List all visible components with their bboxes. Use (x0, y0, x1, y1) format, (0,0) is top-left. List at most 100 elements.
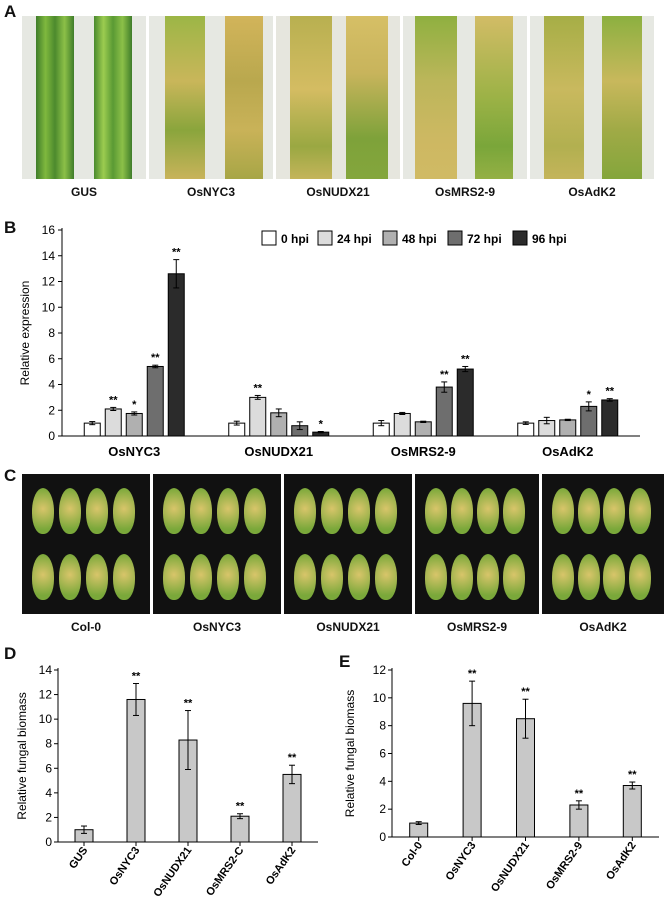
e-ytick-label: 8 (379, 719, 386, 733)
d-ytick-label: 4 (45, 786, 52, 800)
photo-col-0 (22, 474, 150, 614)
panel-e-letter: E (339, 652, 351, 671)
leaf (451, 554, 473, 600)
panel-a-photo-row (22, 16, 654, 179)
d-ytick-label: 2 (45, 810, 52, 824)
d-ytick-label: 6 (45, 761, 52, 775)
d-y-axis-label: Relative fungal biomass (15, 692, 29, 819)
panel-c-label-osmrs2-9: OsMRS2-9 (446, 620, 508, 634)
d-bar (282, 773, 302, 843)
b-category-label: OsMRS2-9 (391, 444, 456, 458)
leaf (451, 488, 473, 534)
b-legend-swatch (447, 230, 463, 246)
e-bar (569, 804, 589, 838)
b-ytick-label: 16 (42, 223, 56, 237)
e-bar (409, 822, 429, 838)
d-ytick-label: 10 (39, 712, 53, 726)
leaf (348, 554, 370, 600)
leaf (375, 554, 397, 600)
leaf (113, 554, 135, 600)
b-bar (104, 408, 122, 437)
leaf (477, 554, 499, 600)
b-legend-label: 48 hpi (402, 232, 437, 246)
b-ytick-label: 12 (42, 275, 56, 289)
d-significance: ** (288, 752, 297, 764)
b-ytick-label: 8 (48, 326, 55, 340)
e-category-label: OsNUDX21 (489, 840, 532, 894)
b-legend-swatch (317, 230, 333, 246)
leaf (86, 488, 108, 534)
e-ytick-label: 4 (379, 774, 386, 788)
panel-d-letter: D (4, 644, 17, 663)
d-ytick-label: 12 (39, 688, 53, 702)
leaf (577, 488, 600, 534)
panel-c-label-osnyc3: OsNYC3 (192, 620, 242, 634)
b-bar (456, 368, 474, 437)
leaf (552, 554, 574, 600)
b-legend-label: 24 hpi (337, 232, 372, 246)
e-ytick-label: 10 (373, 691, 387, 705)
b-significance: ** (605, 386, 614, 398)
e-category-label: OsAdK2 (604, 840, 639, 882)
leaf (577, 554, 600, 600)
b-bar (517, 422, 535, 437)
photo-osadk2 (530, 16, 654, 179)
e-significance: ** (521, 686, 530, 698)
leaf (217, 554, 239, 600)
leaf (59, 488, 81, 534)
leaf (375, 488, 397, 534)
b-category-label: OsNYC3 (108, 444, 160, 458)
b-bar (414, 421, 432, 437)
leaf (321, 488, 343, 534)
b-ytick-label: 4 (48, 378, 55, 392)
b-ytick-label: 0 (48, 429, 55, 443)
leaf (113, 488, 135, 534)
b-bar (167, 273, 185, 437)
e-ytick-label: 6 (379, 747, 386, 761)
e-category-label: OsMRS2-9 (544, 840, 585, 892)
panel-c-label-osnudx21: OsNUDX21 (316, 620, 380, 634)
leaf (32, 488, 54, 534)
leaf (628, 488, 651, 534)
b-ytick-label: 10 (42, 300, 56, 314)
leaf (32, 554, 54, 600)
b-significance: * (319, 418, 324, 430)
panel-a-label-osnyc3: OsNYC3 (186, 185, 236, 199)
leaf (294, 554, 316, 600)
photo-c-osadk2 (542, 474, 664, 614)
leaf (59, 554, 81, 600)
d-ytick-label: 0 (45, 835, 52, 849)
panel-b-letter: B (4, 218, 17, 237)
b-significance: ** (461, 353, 470, 365)
leaf (190, 554, 212, 600)
leaf (552, 488, 574, 534)
b-significance: * (587, 389, 592, 401)
chart-e-fungal-biomass: 0 2 4 6 8 10 12 Relative fungal biomass Col-0 ** O… (343, 663, 659, 894)
e-bar (622, 785, 642, 838)
leaf (425, 554, 447, 600)
panel-a-label-osmrs2-9: OsMRS2-9 (434, 185, 496, 199)
b-bar (146, 365, 164, 437)
b-bar (393, 412, 411, 437)
b-legend-swatch (261, 230, 277, 246)
leaf (321, 554, 343, 600)
leaf (163, 488, 185, 534)
leaf (503, 554, 525, 600)
photo-c-osnudx21 (284, 474, 412, 614)
d-category-label: OsAdK2 (264, 845, 299, 887)
d-category-label: GUS (67, 845, 91, 871)
d-significance: ** (236, 801, 245, 813)
b-y-axis-label: Relative expression (18, 281, 32, 386)
panel-c-letter: C (4, 466, 17, 485)
leaf (244, 488, 266, 534)
leaf (503, 488, 525, 534)
d-significance: ** (184, 698, 193, 710)
leaf (425, 488, 447, 534)
leaf (163, 554, 185, 600)
d-category-label: OsNYC3 (107, 845, 142, 888)
b-ytick-label: 14 (42, 249, 56, 263)
b-bar (125, 412, 143, 437)
e-ytick-label: 0 (379, 830, 386, 844)
photo-osmrs2-9 (403, 16, 527, 179)
